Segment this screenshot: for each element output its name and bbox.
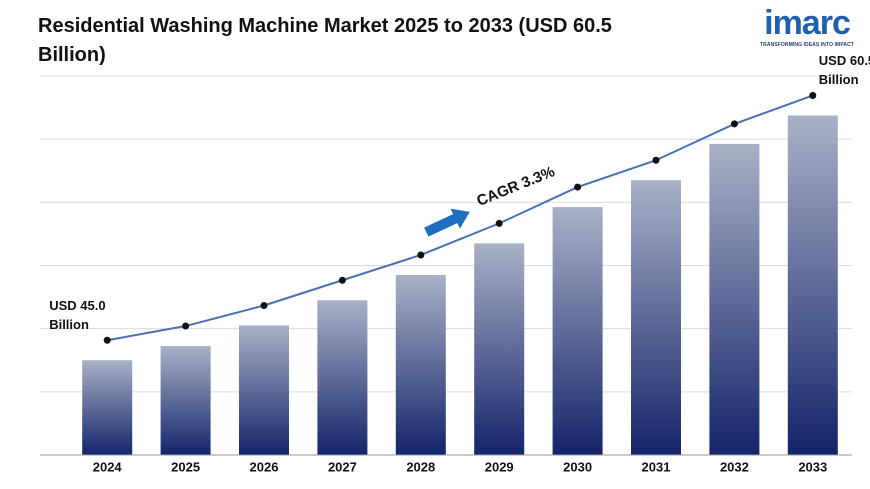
trend-point (103, 336, 111, 344)
trend-point (652, 156, 660, 164)
logo: imarc TRANSFORMING IDEAS INTO IMPACT (752, 4, 862, 48)
bar (160, 346, 211, 455)
trend-point (495, 219, 503, 227)
bar (631, 180, 681, 455)
bar (395, 274, 446, 455)
chart-title: Residential Washing Machine Market 2025 … (38, 15, 612, 66)
value-label: USD 45.0 Billion (49, 298, 106, 333)
trend-point (417, 251, 425, 259)
x-tick-label: 2031 (642, 459, 671, 474)
trend-line (107, 94, 814, 342)
bar (552, 207, 603, 455)
trend-point (182, 322, 190, 330)
x-tick-label: 2026 (250, 459, 279, 474)
trend-point (809, 91, 817, 99)
bar (317, 300, 368, 455)
x-tick-label: 2028 (406, 459, 435, 474)
x-tick-label: 2025 (171, 459, 200, 474)
value-label: USD 60.5 Billion (818, 53, 870, 88)
bar (474, 243, 525, 455)
bar (787, 115, 838, 456)
trend-point (730, 120, 738, 128)
x-tick-label: 2029 (485, 459, 514, 474)
logo-tagline: TRANSFORMING IDEAS INTO IMPACT (760, 42, 854, 48)
trend-point (260, 302, 268, 310)
x-tick-label: 2030 (563, 459, 592, 474)
bar (709, 143, 760, 455)
bar (82, 360, 133, 455)
x-tick-label: 2032 (720, 459, 749, 474)
logo-text: imarc (764, 4, 851, 42)
trend-point (338, 276, 346, 284)
x-tick-label: 2033 (798, 459, 827, 474)
trend-point (574, 183, 582, 191)
x-tick-label: 2027 (328, 459, 357, 474)
bar (239, 325, 289, 455)
cagr-arrow (424, 208, 470, 237)
x-tick-label: 2024 (93, 459, 123, 474)
